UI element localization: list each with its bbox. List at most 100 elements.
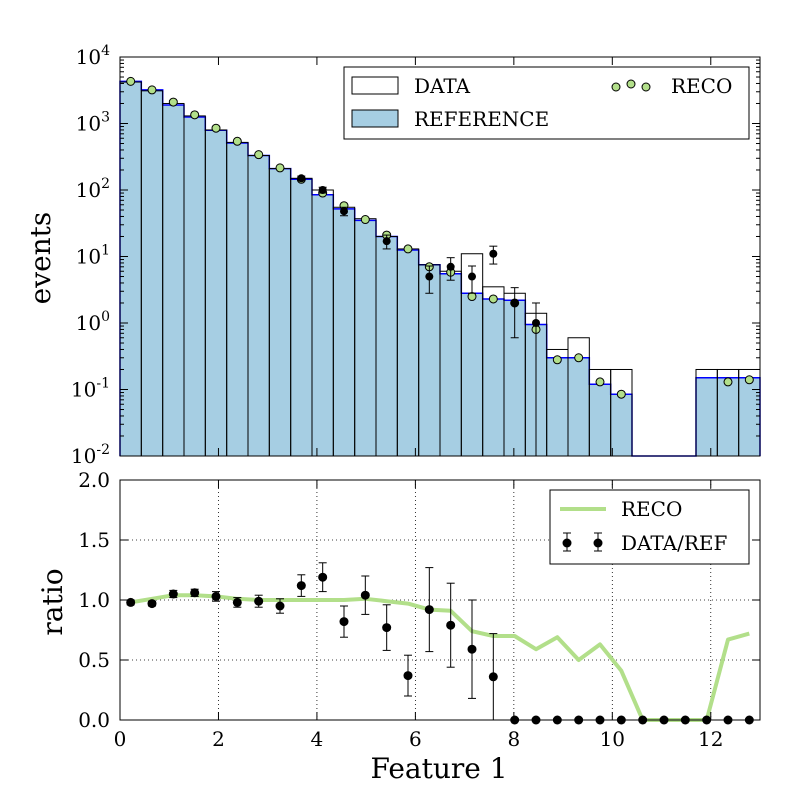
- ratio-point: [147, 599, 157, 609]
- y-tick-label: 0.5: [78, 648, 110, 672]
- legend-reference-label: REFERENCE: [414, 107, 549, 131]
- data-ref-ratio-points: [126, 562, 754, 725]
- ratio-y-axis-label: ratio: [36, 568, 69, 635]
- y-tick-label: 10-1: [71, 376, 110, 402]
- reference-bar: [696, 377, 718, 456]
- ratio-point: [211, 591, 221, 601]
- reference-bar: [269, 168, 291, 456]
- x-tick-label: 0: [114, 727, 127, 751]
- reference-legend-swatch: [351, 109, 399, 128]
- reco-marker: [744, 375, 754, 385]
- histogram-legend: DATA REFERENCE RECO: [343, 66, 750, 140]
- reco-marker: [254, 150, 264, 160]
- reference-bar: [162, 104, 184, 456]
- ratio-point: [403, 671, 413, 681]
- reco-marker: [275, 163, 285, 173]
- reco-ratio-line: [130, 593, 750, 722]
- ratio-legend-box: [549, 489, 750, 565]
- ratio-legend-reco-label: RECO: [621, 497, 682, 521]
- ratio-point: [168, 589, 178, 599]
- data-point: [297, 174, 306, 183]
- reference-bar: [482, 298, 504, 456]
- reference-bar: [504, 300, 526, 456]
- ratio-point: [232, 597, 242, 607]
- legend-data-label: DATA: [414, 74, 471, 98]
- legend-box: [343, 66, 750, 140]
- x-tick-label: 4: [311, 727, 324, 751]
- x-tick-label: 6: [409, 727, 422, 751]
- y-tick-label: 103: [76, 110, 110, 136]
- reference-bar: [376, 236, 398, 456]
- ratio-point: [467, 644, 477, 654]
- reco-marker: [360, 215, 370, 225]
- y-tick-label: 0.0: [78, 708, 110, 732]
- reco-marker: [147, 85, 157, 95]
- y-tick-label: 102: [76, 176, 110, 202]
- ratio-legend-marker-1: [562, 532, 572, 552]
- x-tick-label: 12: [698, 727, 723, 751]
- reco-legend-marker-2: [626, 79, 636, 89]
- reference-bar: [141, 89, 163, 456]
- ratio-axis-ticks: 0 2 4 6 8 10 12 0.0 0.5 1.0 1.5 2.0: [78, 468, 760, 751]
- reco-marker: [616, 389, 626, 399]
- reference-bar: [610, 394, 632, 456]
- data-point: [425, 272, 434, 281]
- ratio-point: [339, 617, 349, 627]
- reference-bar: [312, 194, 334, 456]
- reco-marker: [232, 136, 242, 146]
- data-point: [510, 298, 519, 307]
- reco-marker: [126, 76, 136, 86]
- reference-bar: [589, 384, 611, 456]
- y-tick-label: 101: [76, 243, 110, 269]
- histogram-y-ticks: 10-2 10-1 100 101 102 103 104: [71, 43, 760, 468]
- reference-bar: [568, 357, 590, 456]
- data-point: [318, 186, 327, 194]
- ratio-point: [275, 601, 285, 611]
- y-tick-label: 1.0: [78, 588, 110, 612]
- ratio-point: [360, 590, 370, 600]
- reco-marker: [595, 377, 605, 387]
- y-tick-label: 104: [76, 43, 110, 69]
- reference-bar: [418, 264, 440, 456]
- data-point: [532, 319, 540, 327]
- x-tick-label: 2: [212, 727, 225, 751]
- ratio-point: [488, 672, 498, 682]
- ratio-point: [382, 623, 392, 633]
- x-tick-label: 10: [600, 727, 625, 751]
- reco-legend-marker-1: [611, 82, 621, 92]
- reco-marker: [488, 294, 498, 304]
- data-point: [489, 249, 498, 258]
- ratio-point: [446, 620, 456, 630]
- reco-marker: [552, 355, 562, 365]
- ratio-point: [126, 597, 136, 607]
- data-point: [340, 207, 348, 216]
- reco-marker: [574, 353, 584, 363]
- reference-bar: [248, 155, 270, 456]
- reference-bar: [120, 81, 142, 456]
- reco-ratio-polyline: [130, 593, 750, 722]
- ratio-point: [318, 572, 328, 582]
- reco-marker: [168, 97, 178, 107]
- reference-bar: [333, 208, 355, 456]
- reference-bar: [440, 273, 462, 456]
- ratio-point: [190, 588, 200, 598]
- reference-bar: [205, 130, 227, 456]
- x-tick-label: 8: [507, 727, 520, 751]
- reference-bar: [354, 220, 376, 456]
- ratio-legend: RECO DATA/REF: [549, 489, 750, 565]
- data-point: [382, 237, 391, 246]
- reference-bar: [461, 293, 483, 456]
- reco-marker: [211, 123, 221, 133]
- ratio-legend-data-label: DATA/REF: [621, 531, 727, 555]
- y-tick-label: 100: [76, 309, 110, 335]
- reference-bar: [397, 250, 419, 456]
- reco-legend-marker-3: [641, 82, 651, 92]
- y-tick-label: 10-2: [71, 442, 110, 468]
- ratio-point: [424, 605, 434, 615]
- reco-marker: [723, 377, 733, 387]
- legend-reco-label: RECO: [671, 74, 732, 98]
- ratio-legend-marker-2: [593, 532, 603, 552]
- reference-bar: [546, 357, 568, 456]
- data-errorbar-points: [297, 174, 540, 457]
